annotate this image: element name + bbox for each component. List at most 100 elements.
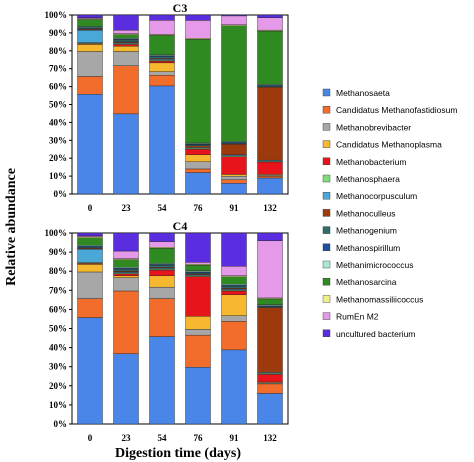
legend-item: Methanosphaera bbox=[322, 174, 400, 184]
legend-item: Methanobrevibacter bbox=[322, 122, 411, 132]
y-tick-label: 30% bbox=[49, 135, 67, 145]
plot-frame bbox=[71, 232, 289, 425]
panel-c3: C3 0% 10% 20% 30% 40% 50% 60% 70% 80% 90% 100% 0 23 54… bbox=[45, 1, 289, 213]
bar-segment bbox=[77, 317, 103, 425]
legend-swatch bbox=[322, 295, 331, 303]
bar-segment bbox=[77, 232, 103, 237]
legend-label: Methanosarcina bbox=[336, 277, 397, 287]
bar-segment bbox=[221, 156, 247, 175]
bar-segment bbox=[77, 19, 103, 27]
legend-swatch bbox=[322, 260, 331, 269]
legend-label: Methanobrevibacter bbox=[336, 122, 411, 132]
bar-segment bbox=[257, 86, 283, 161]
bar-segment bbox=[113, 65, 139, 115]
x-tick-label: 54 bbox=[158, 433, 168, 443]
legend-item: Methanosaeta bbox=[322, 88, 390, 98]
legend-label: Methanogenium bbox=[336, 226, 397, 236]
bar-segment bbox=[257, 383, 283, 394]
legend-label: Candidatus Methanoplasma bbox=[336, 140, 442, 150]
legend: Methanosaeta Candidatus Methanofastidiosu… bbox=[322, 88, 457, 339]
panel-title: C3 bbox=[173, 1, 188, 15]
bar-segment bbox=[149, 275, 175, 288]
bar-segment bbox=[257, 30, 283, 85]
legend-label: Methanoculleus bbox=[336, 208, 396, 218]
legend-swatch bbox=[322, 174, 331, 183]
legend-swatch bbox=[322, 243, 331, 252]
panel-c4: C4 0% 10% 20% 30% 40% 50% 60% 70% 80% 90% 100% 0 23 54… bbox=[45, 219, 289, 443]
bar-segment bbox=[221, 286, 247, 289]
bar-segment bbox=[149, 336, 175, 425]
bar-segment bbox=[221, 143, 247, 156]
bar-segment bbox=[113, 113, 139, 195]
y-tick-label: 60% bbox=[49, 304, 67, 314]
bar-segment bbox=[149, 56, 175, 59]
legend-label: RumEn M2 bbox=[336, 312, 379, 322]
bar-segment bbox=[257, 17, 283, 31]
y-tick-label: 20% bbox=[49, 381, 67, 391]
bar-segment bbox=[77, 248, 103, 263]
y-tick-label: 70% bbox=[49, 64, 67, 74]
bar-segment bbox=[221, 266, 247, 276]
bar-segment bbox=[257, 175, 283, 179]
bar-segment bbox=[185, 334, 211, 368]
bar-segment bbox=[221, 175, 247, 180]
bar-segment bbox=[77, 237, 103, 246]
bar-segment bbox=[221, 174, 247, 177]
x-tick-label: 0 bbox=[88, 433, 93, 443]
bar-segment bbox=[221, 294, 247, 316]
x-tick-label: 54 bbox=[158, 203, 168, 213]
bar-segment bbox=[221, 349, 247, 425]
bar-segment bbox=[221, 15, 247, 25]
bar-segment bbox=[113, 259, 139, 268]
legend-swatch bbox=[322, 88, 331, 97]
legend-swatch bbox=[322, 329, 331, 337]
legend-item: Methanobacterium bbox=[322, 157, 406, 167]
bar-segment bbox=[149, 265, 175, 268]
legend-label: Methanimicrococcus bbox=[336, 260, 413, 270]
y-tick-label: 100% bbox=[45, 228, 68, 238]
y-tick-label: 60% bbox=[49, 82, 67, 92]
bar-segment bbox=[221, 183, 247, 195]
bar-segment bbox=[185, 329, 211, 336]
bar-segment bbox=[113, 29, 139, 34]
x-tick-label: 91 bbox=[230, 203, 240, 213]
bar-segment bbox=[113, 14, 139, 31]
bar-segment bbox=[149, 14, 175, 21]
bar-segment bbox=[113, 45, 139, 52]
legend-item: Methanoculleus bbox=[322, 208, 396, 218]
y-tick-label: 90% bbox=[49, 247, 67, 257]
bar-segment bbox=[221, 14, 247, 17]
bar-segment bbox=[77, 51, 103, 77]
bar-segment bbox=[77, 29, 103, 43]
bar-segment bbox=[113, 51, 139, 66]
legend-item: Candidatus Methanofastidiosum bbox=[322, 105, 457, 115]
bar-segment bbox=[185, 20, 211, 39]
y-tick-label: 40% bbox=[49, 343, 67, 353]
y-tick-label: 10% bbox=[49, 171, 67, 181]
bar-segment bbox=[257, 161, 283, 175]
bar-segment bbox=[221, 315, 247, 322]
panel-title: C4 bbox=[173, 219, 188, 233]
bar-segment bbox=[185, 38, 211, 144]
x-tick-label: 91 bbox=[230, 433, 240, 443]
bar-segment bbox=[149, 248, 175, 264]
x-tick-label: 76 bbox=[194, 203, 204, 213]
bar-segment bbox=[257, 240, 283, 299]
y-tick-label: 50% bbox=[49, 100, 67, 110]
bar-segment bbox=[185, 276, 211, 317]
bar-segment bbox=[185, 145, 211, 148]
legend-swatch bbox=[322, 226, 331, 234]
x-tick-label: 23 bbox=[122, 433, 132, 443]
bar-segment bbox=[149, 286, 175, 299]
bar-segment bbox=[185, 262, 211, 265]
y-tick-label: 30% bbox=[49, 362, 67, 372]
bar-segment bbox=[185, 172, 211, 195]
bar-segment bbox=[113, 34, 139, 39]
legend-swatch bbox=[322, 140, 331, 148]
bar-segment bbox=[113, 353, 139, 425]
bar-segment bbox=[257, 14, 283, 18]
y-tick-label: 90% bbox=[49, 28, 67, 38]
bar-segment bbox=[113, 250, 139, 259]
legend-label: Methanocorpusculum bbox=[336, 191, 417, 201]
bar-segment bbox=[77, 271, 103, 299]
